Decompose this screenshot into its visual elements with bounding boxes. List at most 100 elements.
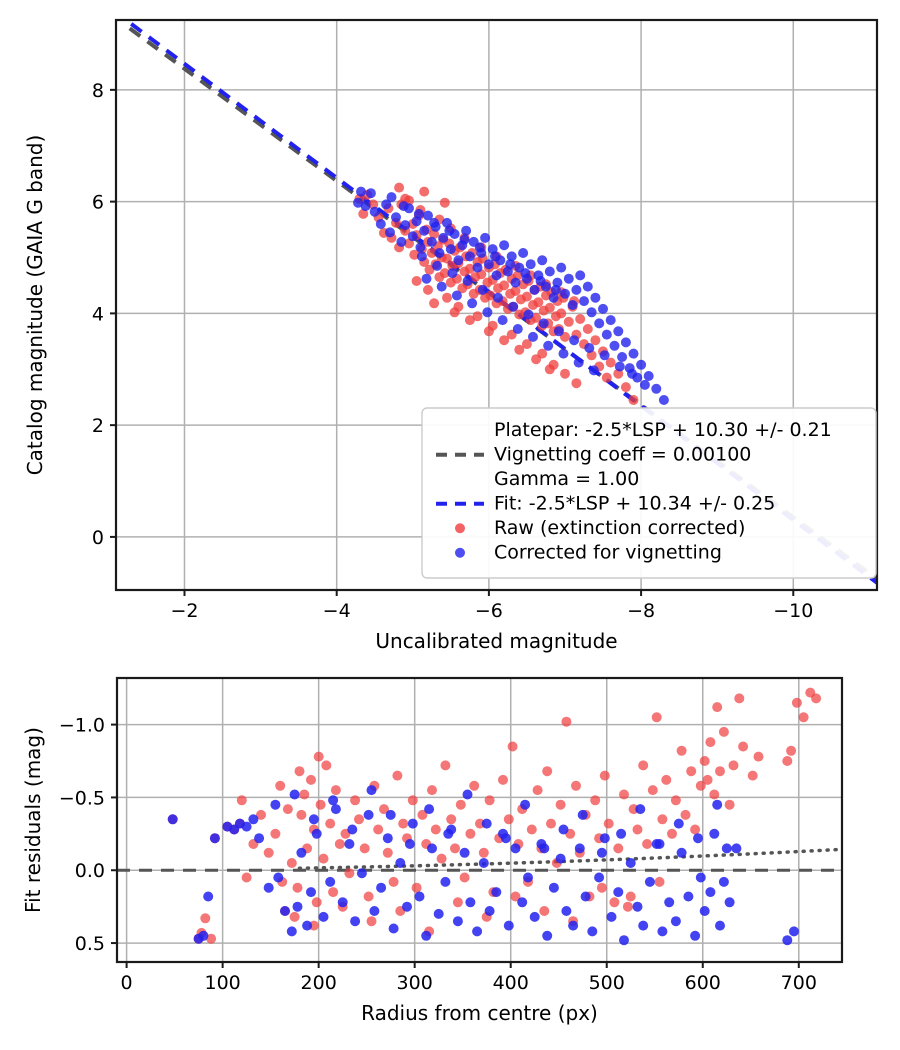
data-point [627,368,637,379]
data-point [609,340,620,351]
xtick-label: −8 [627,600,655,622]
data-point [731,843,742,854]
data-point [695,872,706,883]
data-point [647,785,658,796]
data-point [580,891,591,902]
data-point [567,300,578,310]
data-point [427,785,437,796]
data-point [715,766,725,777]
data-point [721,843,732,854]
data-point [248,814,259,825]
data-point [308,814,319,825]
xtick-label: 300 [397,972,433,994]
data-point [651,383,662,394]
data-point [478,858,489,868]
data-point [413,208,424,219]
xtick-label: −4 [323,600,351,622]
data-point [715,920,725,931]
data-point [529,911,540,922]
data-point [531,312,542,323]
ytick-label: −1.0 [59,715,105,737]
data-point [705,887,716,898]
data-point [302,920,313,931]
data-point [587,926,598,937]
data-point [451,290,462,301]
data-point [603,818,614,829]
data-point [382,833,393,844]
data-point [356,186,366,197]
panel-photometric-fit: −2 −4 −6 −8 −10 0 2 4 6 8 Uncalibrated magnitude Ca… [23,18,879,653]
data-point [619,789,629,800]
data-point [423,210,433,221]
panel-fit-residuals: 0 100 200 300 400 500 600 700 0.5 0.0 −0.5 −1.0 Radi… [21,676,844,1025]
data-point [680,809,691,820]
data-point [561,716,572,727]
data-point [354,814,364,825]
data-point [478,847,489,858]
data-point [449,307,460,318]
data-point [472,311,483,322]
data-point [542,766,553,777]
data-point [292,882,303,893]
ytick-label: 0 [92,527,104,549]
data-point [421,273,432,284]
data-point [498,774,508,785]
ytick-label: 8 [92,80,104,102]
data-point [628,348,639,359]
data-point [590,795,601,806]
data-point [483,259,494,270]
data-point [429,298,440,309]
data-point [686,766,697,777]
data-point [508,301,519,312]
data-point [690,824,701,835]
data-point [350,795,361,806]
data-point [321,760,332,771]
data-point [400,220,411,231]
data-point [586,307,597,318]
data-point [505,259,516,270]
data-point [811,693,822,704]
data-point [782,935,793,946]
data-point [728,760,739,771]
data-point [388,923,399,934]
data-point [500,833,511,844]
data-point [353,197,363,208]
data-point [286,926,297,937]
data-point [334,839,345,849]
legend-marker-handle [455,547,465,558]
data-point [382,847,393,858]
data-point [318,911,329,922]
data-point [521,339,532,350]
data-point [517,897,528,908]
data-point [402,901,412,912]
legend-label: Raw (extinction corrected) [494,517,745,539]
legend: Platepar: -2.5*LSP + 10.30 +/- 0.21 Vigne… [421,407,877,579]
data-point [676,847,687,858]
data-point [442,292,452,303]
data-point [484,795,495,806]
data-point [254,833,265,844]
data-point [573,357,584,368]
legend-marker-handle [455,523,465,534]
data-point [789,926,799,937]
data-point [613,326,624,337]
data-point [198,930,209,941]
data-point [447,268,458,279]
data-point [693,833,703,844]
xtick-label: 500 [589,972,625,994]
data-point [358,208,369,219]
data-point [411,276,422,286]
data-point [485,290,496,301]
data-point [512,324,523,334]
data-point [609,897,620,908]
data-point [376,882,387,893]
data-point [325,876,336,887]
data-point [539,843,550,854]
data-point [520,268,531,279]
series-raw-extinction-corrected [167,687,822,944]
xtick-label: 700 [781,972,817,994]
data-point [643,371,654,381]
data-point [571,284,582,295]
data-point [385,809,396,820]
data-point [529,284,540,295]
